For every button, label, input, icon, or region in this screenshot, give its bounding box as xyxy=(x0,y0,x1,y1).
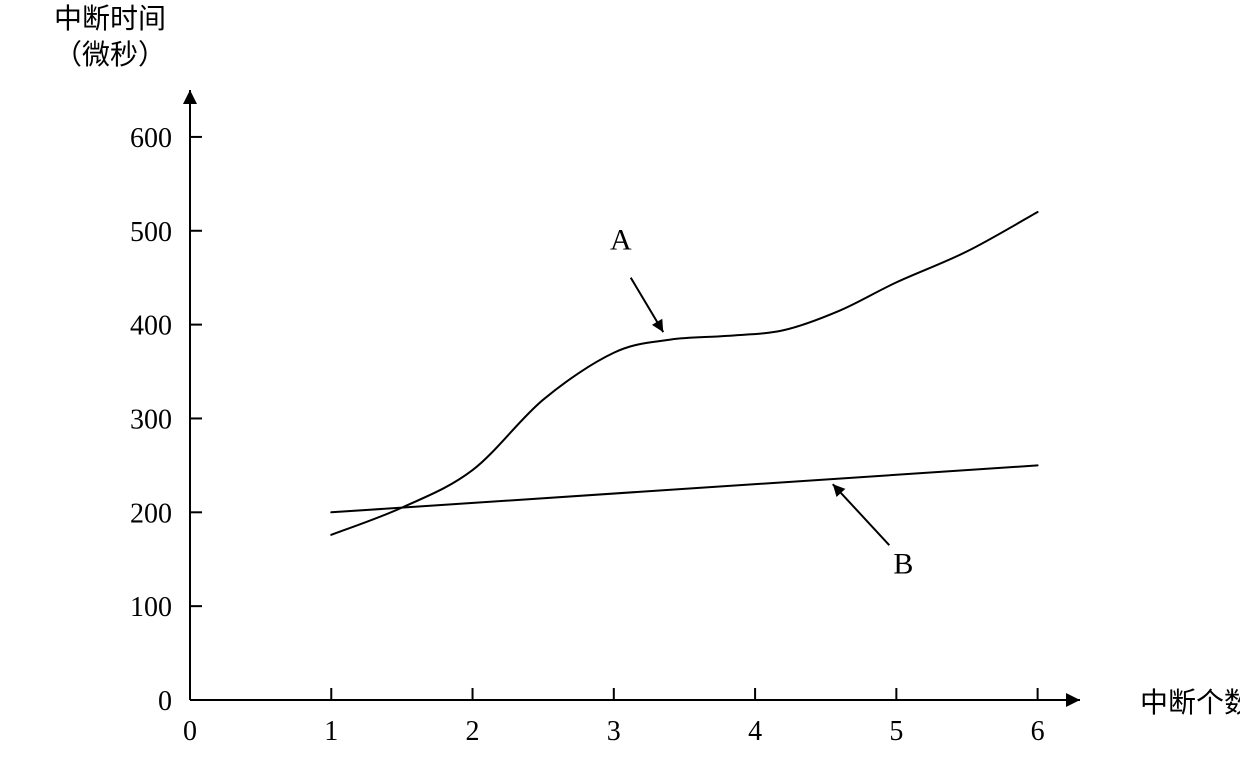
y-tick-label: 600 xyxy=(130,123,172,154)
series-label-A: A xyxy=(610,224,632,257)
chart-bg xyxy=(0,0,1240,771)
x-axis-label: 中断个数 xyxy=(1140,687,1240,719)
x-tick-label: 5 xyxy=(889,716,903,747)
x-tick-label: 0 xyxy=(183,716,197,747)
y-tick-label: 200 xyxy=(130,498,172,529)
chart-svg: 0 1 2 3 4 5 6 中断个数 0 100 200 300 400 500 600 中断时间 （微秒） A B xyxy=(0,0,1240,771)
y-axis-label: （微秒） xyxy=(54,39,166,71)
x-tick-label: 1 xyxy=(324,716,338,747)
y-tick-label: 500 xyxy=(130,217,172,248)
y-axis-label: 中断时间 xyxy=(54,3,166,35)
y-tick-label: 100 xyxy=(130,592,172,623)
line-chart: 0 1 2 3 4 5 6 中断个数 0 100 200 300 400 500 600 中断时间 （微秒） A B xyxy=(0,0,1240,771)
y-tick-label: 300 xyxy=(130,404,172,435)
series-label-B: B xyxy=(893,547,913,580)
x-tick-label: 4 xyxy=(748,716,762,747)
x-tick-label: 3 xyxy=(607,716,621,747)
y-tick-label: 0 xyxy=(158,686,172,717)
y-tick-label: 400 xyxy=(130,311,172,342)
x-tick-label: 2 xyxy=(466,716,480,747)
x-tick-label: 6 xyxy=(1031,716,1045,747)
